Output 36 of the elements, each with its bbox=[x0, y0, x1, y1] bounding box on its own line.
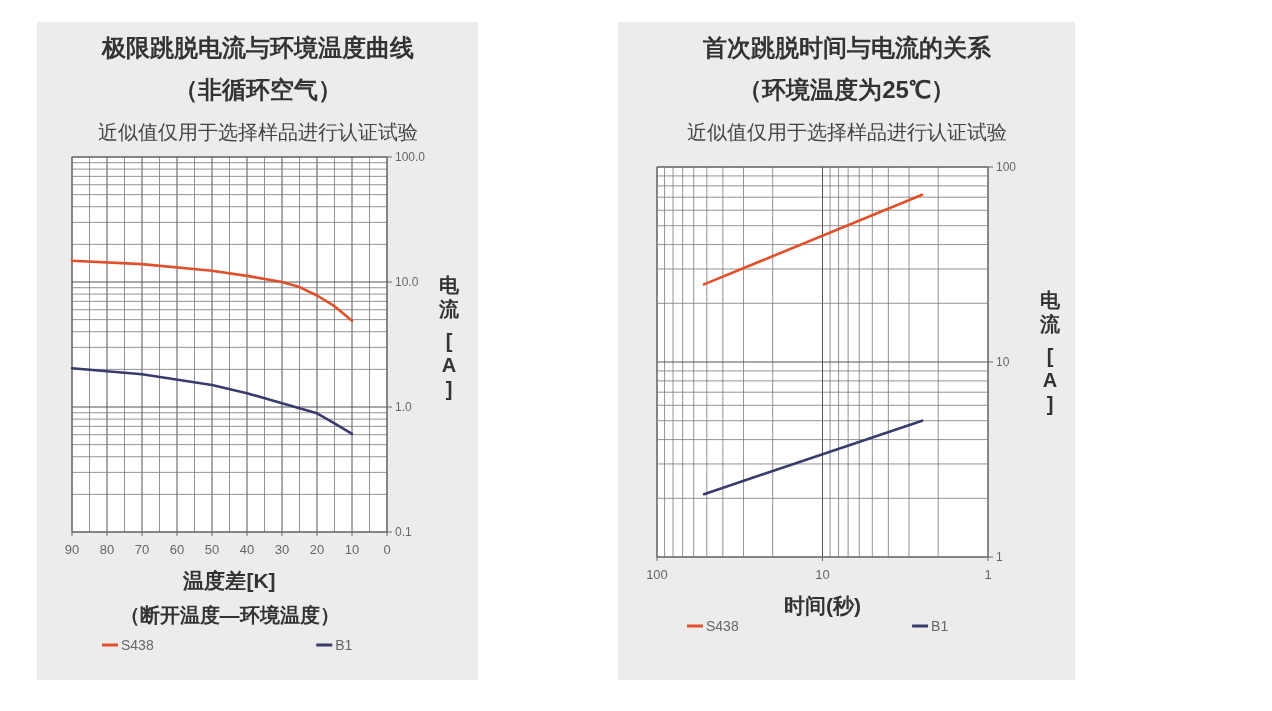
y-tick-label: 0.1 bbox=[395, 525, 413, 539]
x-tick-label: 1 bbox=[984, 567, 992, 582]
x-tick-label: 40 bbox=[239, 542, 255, 557]
x-tick-label: 0 bbox=[383, 542, 391, 557]
y-axis-title: 电流 [A] bbox=[1039, 289, 1061, 416]
y-axis-title: 电流 [A] bbox=[438, 274, 460, 400]
legend-label: S438 bbox=[121, 637, 154, 653]
x-axis-title: 温度差[K] bbox=[182, 569, 276, 592]
x-tick-label: 100 bbox=[646, 567, 668, 582]
y-tick-label: 1.0 bbox=[395, 400, 413, 414]
line-series bbox=[70, 367, 354, 436]
chart-subtitle: （非循环空气） bbox=[173, 76, 342, 103]
chart-title: 极限跳脱电流与环境温度曲线 bbox=[100, 34, 414, 61]
legend-label: B1 bbox=[335, 637, 353, 653]
text: 近似值仅用于选择样品进行认证试验 bbox=[686, 121, 1007, 143]
y-tick-label: 100 bbox=[996, 160, 1017, 174]
text: （断开温度—环境温度） bbox=[119, 604, 340, 626]
x-tick-label: 20 bbox=[309, 542, 325, 557]
x-tick-label: 50 bbox=[204, 542, 220, 557]
legend-label: B1 bbox=[931, 618, 949, 634]
x-axis-title: 时间(秒) bbox=[784, 594, 861, 617]
legend-label: S438 bbox=[706, 618, 739, 634]
x-tick-label: 30 bbox=[274, 542, 290, 557]
y-tick-label: 100.0 bbox=[395, 150, 426, 164]
text: 近似值仅用于选择样品进行认证试验 bbox=[97, 121, 418, 143]
x-tick-label: 10 bbox=[344, 542, 360, 557]
y-tick-label: 10 bbox=[996, 355, 1010, 369]
x-tick-label: 90 bbox=[64, 542, 80, 557]
y-tick-label: 10.0 bbox=[395, 275, 419, 289]
x-tick-label: 60 bbox=[169, 542, 185, 557]
line-series bbox=[70, 259, 354, 323]
x-tick-label: 80 bbox=[99, 542, 115, 557]
chart-title: 首次跳脱时间与电流的关系 bbox=[701, 34, 992, 61]
x-tick-label: 10 bbox=[815, 567, 830, 582]
x-tick-label: 70 bbox=[134, 542, 150, 557]
chart-subtitle: （环境温度为25℃） bbox=[738, 76, 955, 103]
